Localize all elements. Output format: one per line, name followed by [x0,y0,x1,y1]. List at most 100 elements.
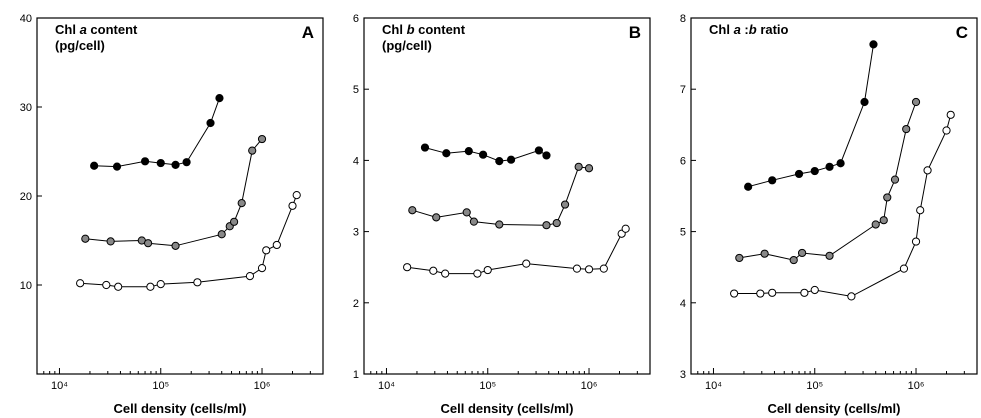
data-point [797,248,807,258]
data-point [768,288,777,297]
chart-panel-a: 10 20 30 40 10⁴ 10⁵ 10⁶ Cell density (cells/ml)… [20,13,324,416]
data-point [114,282,123,291]
data-point [140,157,150,166]
x-tick-label: 10⁵ [479,380,496,392]
data-point [946,110,955,119]
data-point [902,124,911,134]
panel-title-line: Chl a :b ratio [709,22,789,37]
data-point [473,269,482,278]
data-point [272,240,281,250]
data-point [469,217,479,226]
data-point [193,278,202,287]
data-point [800,288,809,297]
plot-frame [363,17,651,375]
title-part: Chl [382,22,407,37]
series-line [94,97,220,168]
panel-title-line: (pg/cell) [382,38,432,53]
data-point [871,220,880,229]
data-point [789,255,798,265]
title-part: : [741,22,749,37]
x-tick-label: 10⁵ [152,380,169,392]
data-point [102,280,111,290]
data-point [810,285,819,295]
data-point [923,166,932,175]
data-point [248,146,257,155]
data-series [403,224,630,278]
data-point [288,201,297,210]
y-tick-label: 40 [20,13,32,25]
data-point [768,176,777,185]
x-tick-label: 10⁶ [254,380,271,392]
data-point [794,169,804,179]
data-point [942,126,951,135]
data-point [479,150,488,159]
panel-letter: B [629,23,641,42]
data-point [495,220,504,229]
data-point [825,162,834,171]
panel-title-line: Chl b content [382,22,466,37]
x-axis-label: Cell density (cells/ml) [768,401,901,416]
data-point [584,164,594,173]
plot-frame [690,17,978,375]
title-part: a [734,22,741,37]
y-tick-label: 6 [353,13,359,25]
data-series [420,143,551,166]
title-part: b [407,22,415,37]
series-line [734,114,952,297]
data-point [420,143,430,152]
title-part: a [80,22,87,37]
chart-panel-c: 3 4 5 6 7 8 10⁴ 10⁵ 10⁶ Cell density (cells/ml) C C… [680,13,978,416]
data-point [171,241,180,250]
data-point [90,161,99,170]
data-point [756,289,765,298]
title-part: (pg/cell) [55,38,105,53]
data-point [506,155,516,164]
data-point [112,162,122,171]
data-series [90,94,224,171]
series-line [407,228,627,275]
data-point [171,160,180,169]
data-point [442,149,451,158]
x-tick-label: 10⁶ [908,380,925,392]
y-tick-label: 7 [680,84,686,96]
panel-letter: C [956,23,968,42]
y-tick-label: 1 [353,369,359,381]
data-point [229,217,239,226]
series-line [747,44,874,188]
data-series [735,97,921,265]
panel-title-line: (pg/cell) [55,38,105,53]
data-point [522,259,531,268]
title-part: b [749,22,757,37]
data-point [860,97,869,107]
title-part: Chl [55,22,80,37]
x-tick-label: 10⁴ [51,380,68,392]
y-tick-label: 2 [353,298,359,310]
data-point [441,269,450,278]
y-tick-label: 4 [353,155,359,167]
x-tick-label: 10⁴ [705,380,722,392]
data-point [911,237,921,246]
data-point [760,249,769,258]
y-tick-label: 4 [680,298,686,310]
x-tick-label: 10⁴ [378,380,395,392]
data-point [464,147,473,156]
y-tick-label: 3 [680,369,686,381]
data-point [81,234,90,243]
data-point [879,216,888,225]
data-point [143,239,153,248]
data-point [206,118,215,128]
data-point [560,200,570,209]
data-point [890,175,900,184]
x-tick-label: 10⁶ [581,380,598,392]
data-point [916,206,925,215]
data-point [217,230,226,239]
data-point [76,279,85,288]
data-point [215,94,224,103]
data-point [257,134,267,144]
data-point [146,282,155,291]
data-point [735,253,744,263]
data-point [403,263,412,272]
y-tick-label: 3 [353,227,359,239]
data-point [408,206,417,215]
data-point [810,166,819,176]
